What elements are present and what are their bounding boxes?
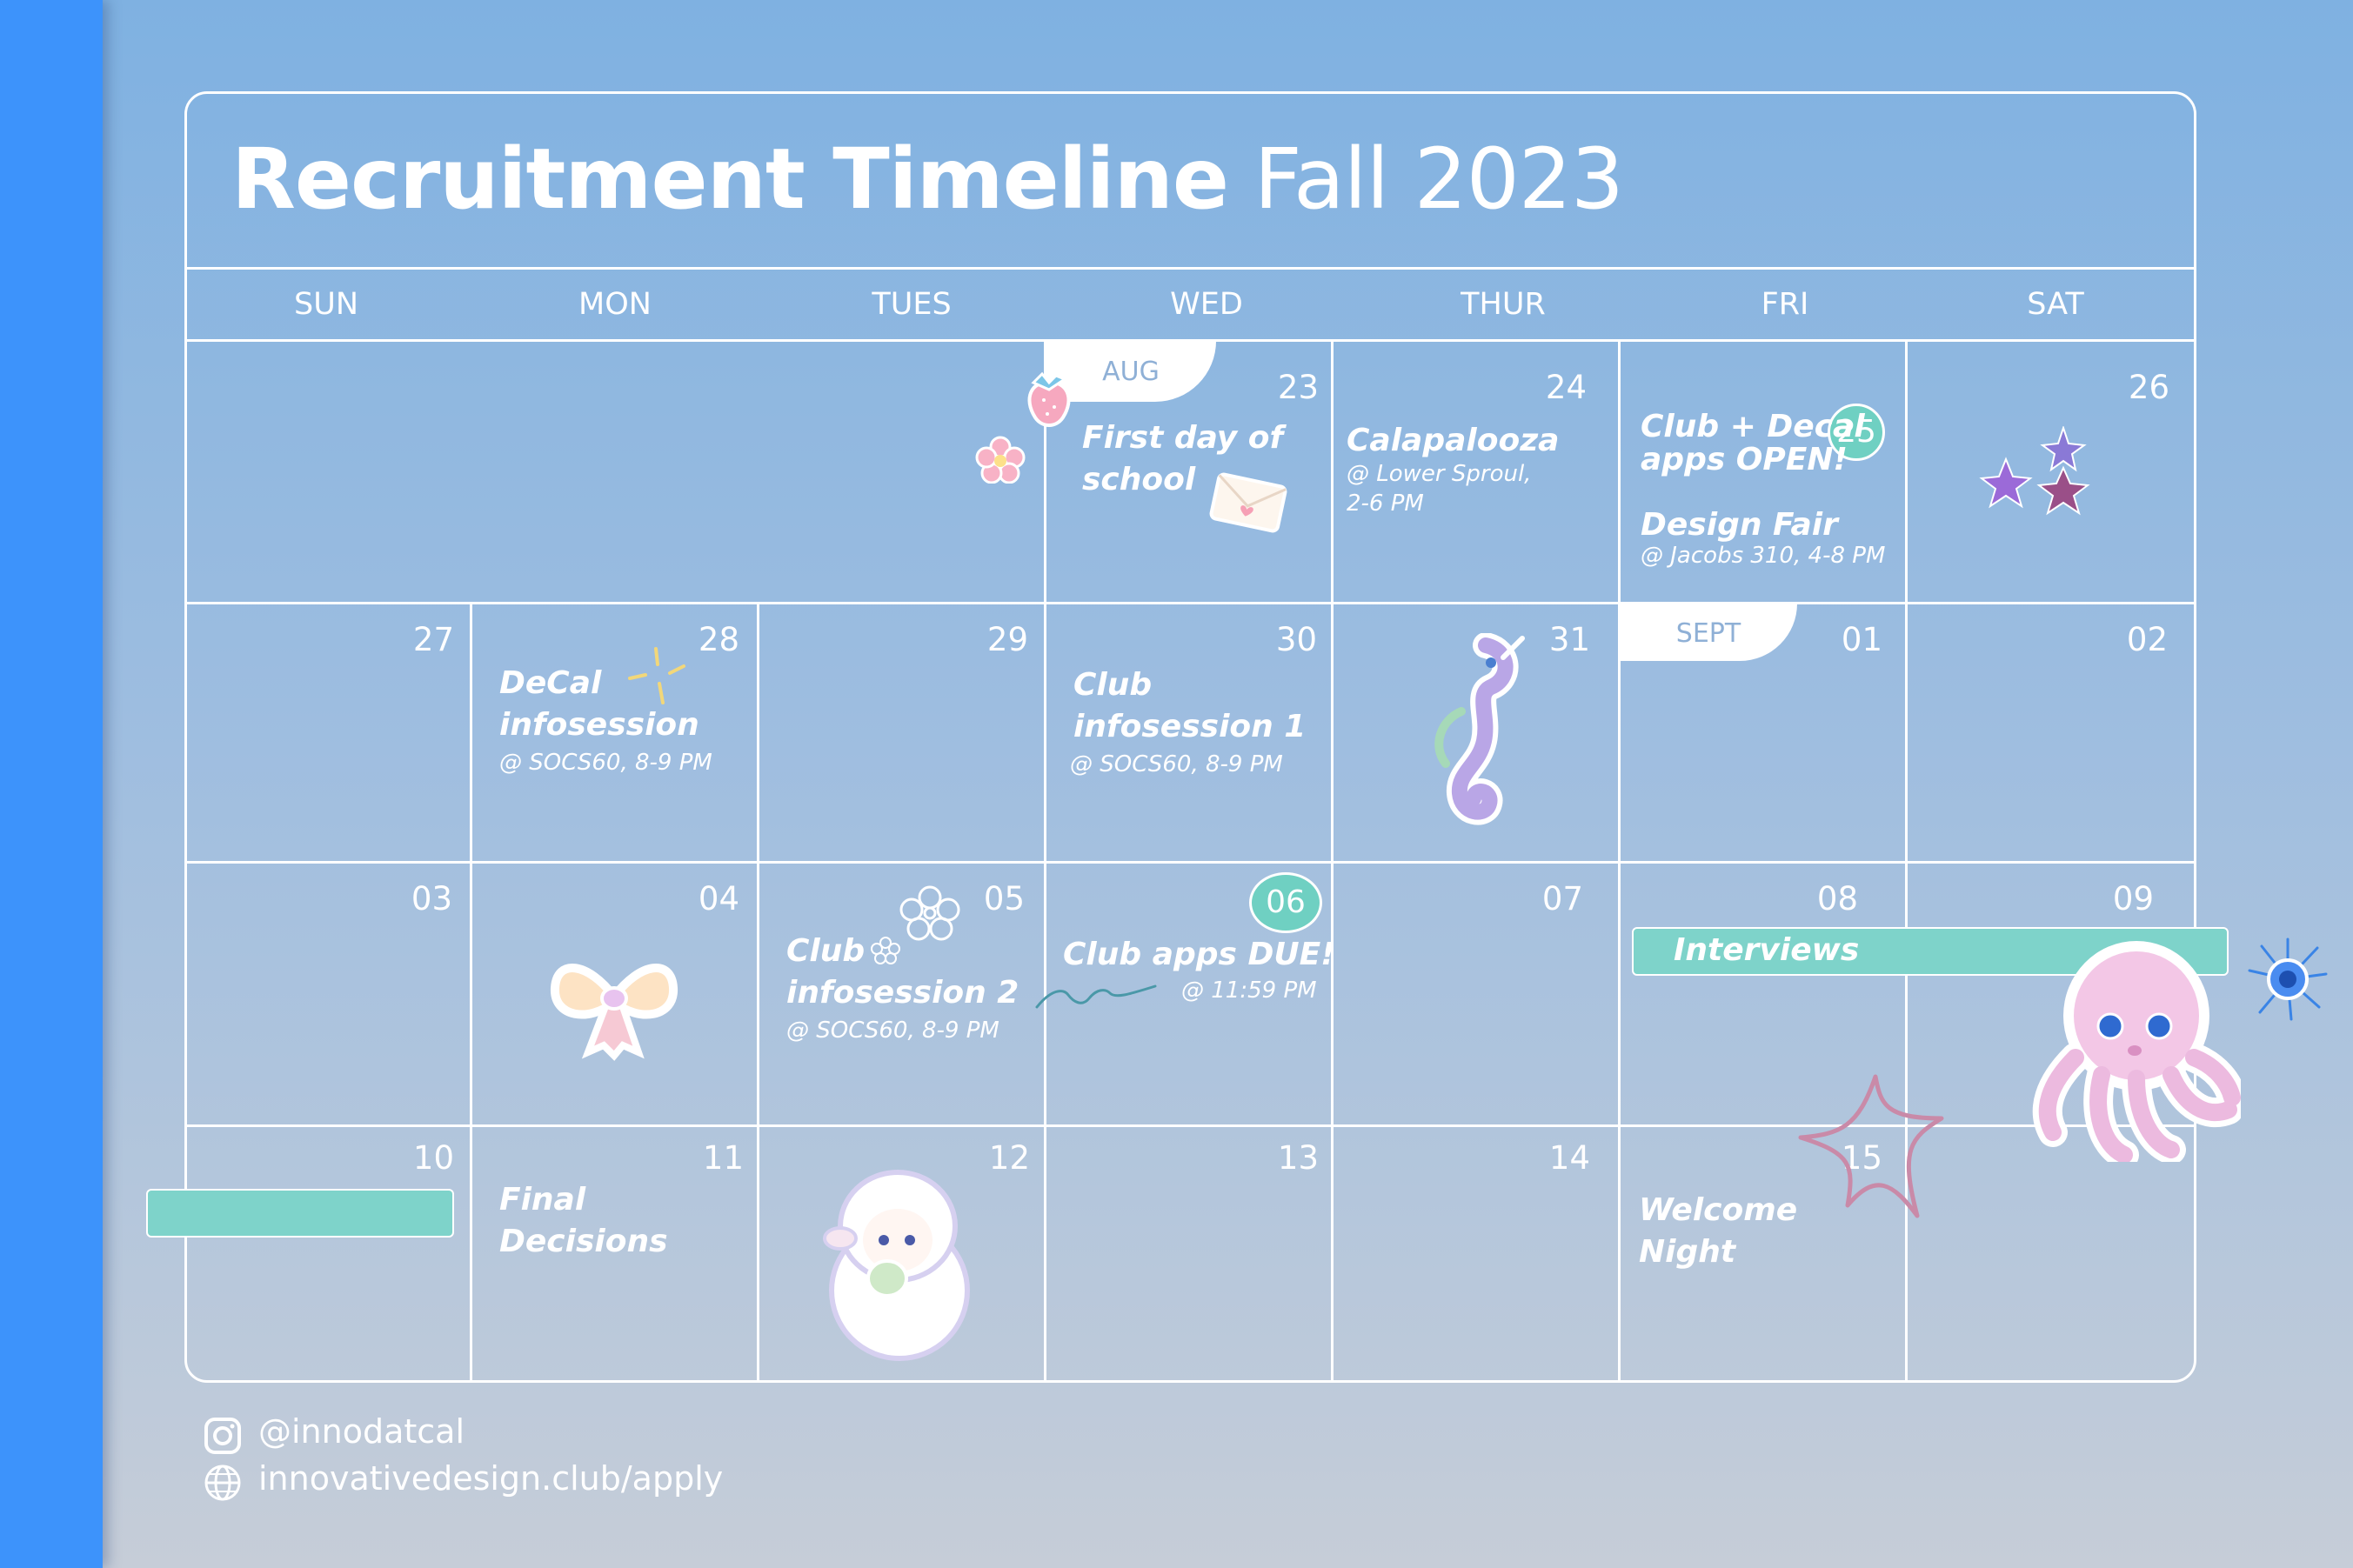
seahorse-icon bbox=[1434, 633, 1525, 825]
event-apps-due: Club apps DUE! bbox=[1063, 937, 1335, 972]
strawberry-icon bbox=[1027, 371, 1071, 427]
day-number: 04 bbox=[698, 880, 739, 917]
month-tab-aug: AUG bbox=[1046, 341, 1216, 402]
day-number: 23 bbox=[1277, 369, 1319, 406]
col-divider-tue bbox=[757, 602, 759, 1382]
dow-thu: THUR bbox=[1461, 287, 1546, 322]
event-calapalooza-detail: @ Lower Sproul, 2-6 PM bbox=[1347, 461, 1532, 517]
col-divider-mon bbox=[470, 602, 472, 1382]
sea-urchin-icon bbox=[2248, 937, 2328, 1021]
instagram-handle[interactable]: @innodatcal bbox=[258, 1412, 465, 1451]
flower-icon bbox=[975, 436, 1026, 484]
day-number: 12 bbox=[988, 1139, 1030, 1177]
day-number: 14 bbox=[1548, 1139, 1590, 1177]
day-number: 26 bbox=[2128, 369, 2169, 406]
instagram-icon bbox=[204, 1418, 241, 1454]
event-final-decisions: Final Decisions bbox=[499, 1182, 668, 1259]
event-apps-open: Club + Decal apps OPEN! bbox=[1641, 409, 1865, 477]
day-number: 10 bbox=[412, 1139, 454, 1177]
left-accent-bar bbox=[0, 0, 103, 1568]
title-bold: Recruitment Timeline bbox=[231, 130, 1229, 228]
event-club-info-1: Club infosession 1 bbox=[1073, 667, 1307, 744]
day-number: 09 bbox=[2112, 880, 2154, 917]
day-badge: 25 bbox=[1828, 404, 1885, 461]
dow-sun: SUN bbox=[293, 287, 359, 322]
dow-sat: SAT bbox=[2027, 287, 2084, 322]
event-design-fair-detail: @ Jacobs 310, 4-8 PM bbox=[1641, 543, 1886, 569]
event-design-fair: Design Fair bbox=[1641, 507, 1838, 543]
dow-fri: FRI bbox=[1761, 287, 1809, 322]
title-light: Fall 2023 bbox=[1253, 130, 1624, 228]
starfish-outline-icon bbox=[1798, 1074, 1944, 1218]
stars-icon bbox=[1979, 426, 2090, 516]
day-number: 29 bbox=[986, 621, 1028, 658]
dow-wed: WED bbox=[1170, 287, 1243, 322]
dow-divider bbox=[186, 339, 2195, 342]
day-number: 28 bbox=[698, 621, 739, 658]
event-decal-info-detail: @ SOCS60, 8-9 PM bbox=[499, 750, 712, 776]
day-number: 01 bbox=[1841, 621, 1882, 658]
event-welcome-night: Welcome Night bbox=[1639, 1192, 1798, 1270]
calendar-frame bbox=[184, 91, 2196, 1383]
col-divider-thu bbox=[1331, 341, 1334, 1382]
day-number: 05 bbox=[983, 880, 1025, 917]
header-divider bbox=[186, 267, 2195, 270]
bow-icon bbox=[551, 964, 678, 1061]
event-club-info-1-detail: @ SOCS60, 8-9 PM bbox=[1070, 751, 1283, 777]
event-club-info-2-detail: @ SOCS60, 8-9 PM bbox=[786, 1018, 999, 1044]
dow-mon: MON bbox=[578, 287, 652, 322]
website-link[interactable]: innovativedesign.club/apply bbox=[258, 1459, 724, 1498]
small-flower-icon bbox=[871, 937, 900, 964]
event-calapalooza: Calapalooza bbox=[1347, 423, 1560, 458]
day-number: 03 bbox=[411, 880, 452, 917]
interviews-label: Interviews bbox=[1674, 932, 1860, 968]
day-badge: 06 bbox=[1249, 872, 1322, 933]
col-divider-wed bbox=[1044, 341, 1046, 1382]
day-number: 08 bbox=[1816, 880, 1858, 917]
sheep-icon bbox=[823, 1170, 970, 1361]
day-number: 07 bbox=[1541, 880, 1583, 917]
col-divider-fri bbox=[1618, 341, 1621, 1382]
row-divider-3 bbox=[186, 1124, 2195, 1127]
octopus-icon bbox=[2032, 941, 2241, 1162]
day-number: 11 bbox=[702, 1139, 744, 1177]
row-divider-1 bbox=[186, 602, 2195, 604]
dow-tue: TUES bbox=[872, 287, 952, 322]
day-number: 24 bbox=[1545, 369, 1587, 406]
month-tab-sept: SEPT bbox=[1620, 604, 1797, 661]
day-number: 31 bbox=[1548, 621, 1590, 658]
event-decal-info: DeCal infosession bbox=[499, 665, 699, 743]
flower-outline-icon bbox=[899, 885, 960, 941]
row-divider-2 bbox=[186, 861, 2195, 864]
sparkle-icon bbox=[628, 647, 685, 704]
day-number: 02 bbox=[2126, 621, 2168, 658]
day-number: 13 bbox=[1277, 1139, 1319, 1177]
event-club-info-2: Club infosession 2 bbox=[786, 933, 1019, 1011]
envelope-icon bbox=[1209, 472, 1287, 533]
col-divider-sat bbox=[1905, 341, 1908, 1382]
globe-icon bbox=[204, 1465, 241, 1501]
day-number: 27 bbox=[412, 621, 454, 658]
event-apps-due-detail: @ 11:59 PM bbox=[1181, 977, 1317, 1004]
page-title: Recruitment Timeline Fall 2023 bbox=[231, 130, 1624, 228]
interviews-bar-continued bbox=[146, 1189, 454, 1238]
squiggle-icon bbox=[1035, 984, 1157, 1009]
event-first-day: First day of school bbox=[1082, 420, 1284, 497]
day-number: 30 bbox=[1275, 621, 1317, 658]
